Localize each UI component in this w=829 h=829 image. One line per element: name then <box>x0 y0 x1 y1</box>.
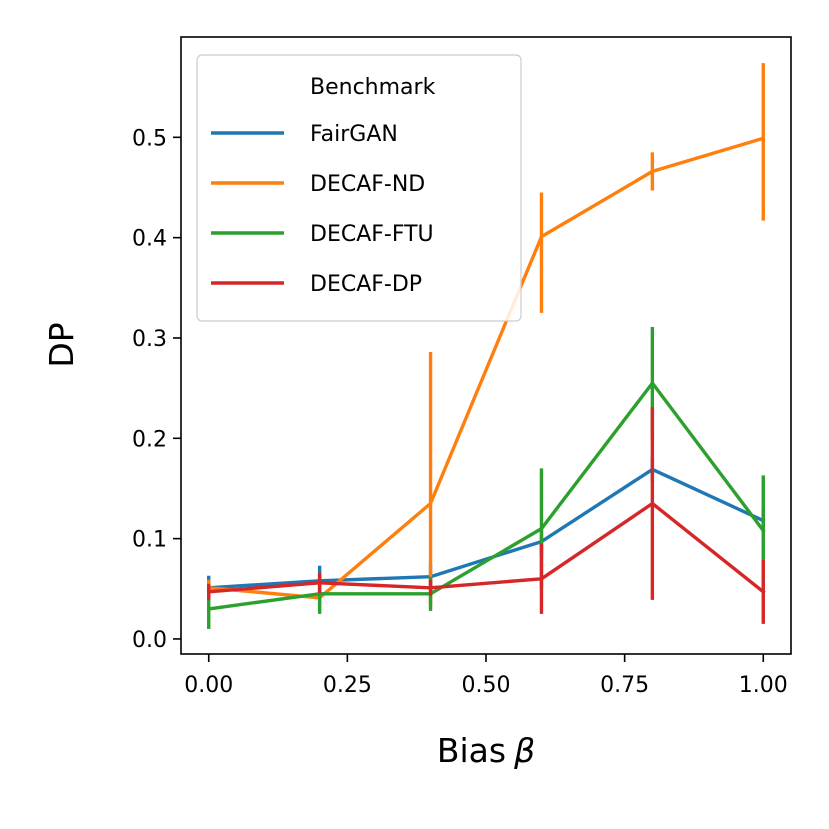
series-line-decaf-ftu <box>206 381 766 611</box>
legend-entries: FairGAN DECAF-ND DECAF-FTU DECAF-DP <box>211 122 434 297</box>
y-tick-label: 0.0 <box>132 628 167 653</box>
series-decaf-dp <box>206 407 766 624</box>
x-axis-title-symbol: β <box>513 731 535 770</box>
plot-area <box>206 63 766 629</box>
y-tick-label: 0.4 <box>132 227 167 252</box>
x-tick-label: 0.50 <box>462 673 511 698</box>
legend-label: DECAF-DP <box>310 272 422 297</box>
legend-label: FairGAN <box>310 122 398 147</box>
y-axis-title: DP <box>42 322 81 367</box>
series-line-fairgan <box>206 467 766 590</box>
series-line-decaf-dp <box>206 501 766 595</box>
x-tick-label: 0.00 <box>184 673 233 698</box>
legend: Benchmark FairGAN DECAF-ND DECAF-FTU DECAF-… <box>196 54 522 322</box>
x-tick-label: 0.25 <box>323 673 372 698</box>
x-tick-label: 1.00 <box>739 673 788 698</box>
legend-label: DECAF-FTU <box>310 222 434 247</box>
y-tick-label: 0.2 <box>132 427 167 452</box>
y-axis: 0.0 0.1 0.2 0.3 0.4 0.5 <box>132 126 181 653</box>
x-tick-label: 0.75 <box>600 673 649 698</box>
x-axis-title: Bias β <box>437 731 535 770</box>
x-axis-title-text: Bias <box>437 731 506 770</box>
y-tick-label: 0.1 <box>132 528 167 553</box>
y-tick-label: 0.3 <box>132 327 167 352</box>
series-fairgan <box>206 457 766 600</box>
y-tick-label: 0.5 <box>132 126 167 151</box>
legend-label: DECAF-ND <box>310 172 425 197</box>
x-axis: 0.00 0.25 0.50 0.75 1.00 <box>184 654 788 698</box>
legend-title: Benchmark <box>310 75 436 100</box>
legend-box <box>196 54 522 322</box>
